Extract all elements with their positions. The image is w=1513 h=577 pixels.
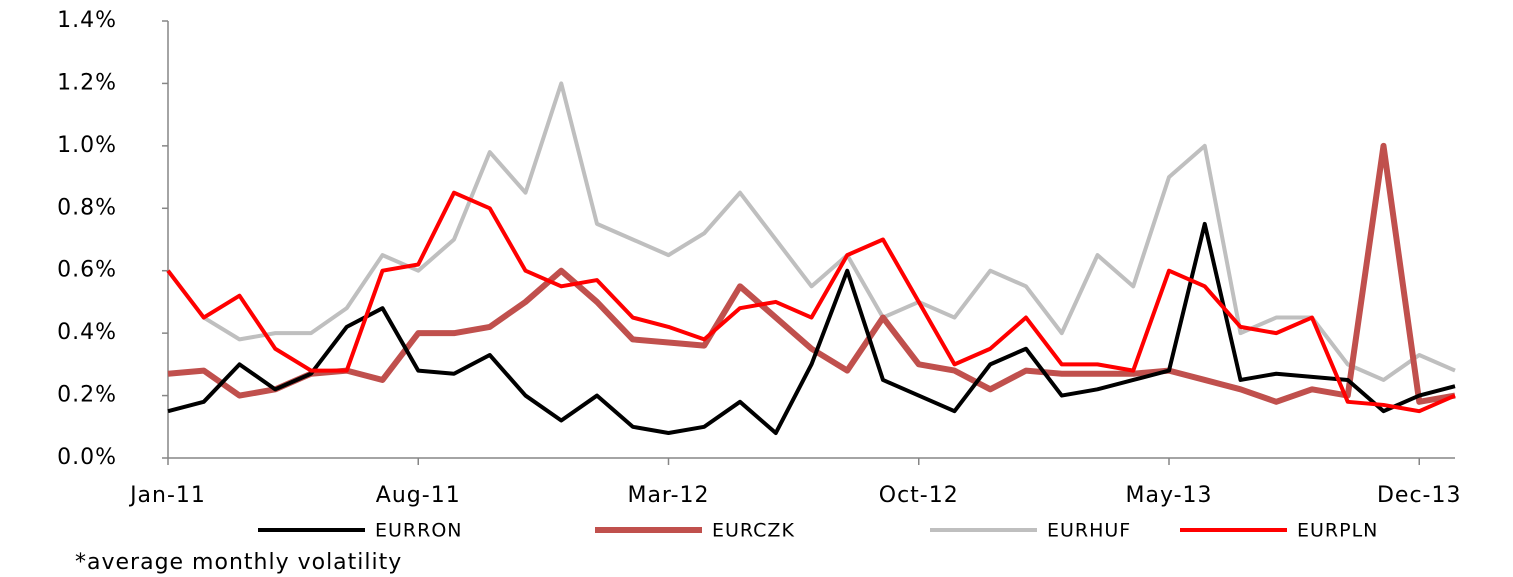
y-tick-label: 1.4%	[57, 8, 117, 33]
y-tick-label: 0.6%	[57, 258, 117, 283]
x-tick-label: Aug-11	[376, 483, 461, 508]
y-tick-label: 1.2%	[57, 70, 117, 95]
legend-label: EURRON	[375, 520, 462, 542]
series-line	[166, 81, 1456, 382]
series-line	[167, 142, 1456, 405]
x-tick-label: Jan-11	[128, 483, 206, 508]
y-tick-label: 1.0%	[57, 133, 117, 158]
y-tick-label: 0.4%	[57, 320, 117, 345]
annotation: *average monthly volatility	[75, 550, 402, 575]
x-tick-label: Mar-12	[627, 483, 709, 508]
legend-label: EURCZK	[712, 520, 795, 542]
x-tick-label: Oct-12	[879, 483, 959, 508]
series-line	[166, 190, 1456, 414]
x-tick-label: Dec-13	[1377, 483, 1462, 508]
y-tick-label: 0.8%	[57, 195, 117, 220]
series-line	[167, 221, 1456, 436]
legend-label: EURHUF	[1047, 520, 1131, 542]
legend-label: EURPLN	[1297, 520, 1378, 542]
y-tick-label: 0.2%	[57, 383, 117, 408]
y-tick-label: 0.0%	[57, 445, 117, 470]
x-tick-label: May-13	[1125, 483, 1212, 508]
